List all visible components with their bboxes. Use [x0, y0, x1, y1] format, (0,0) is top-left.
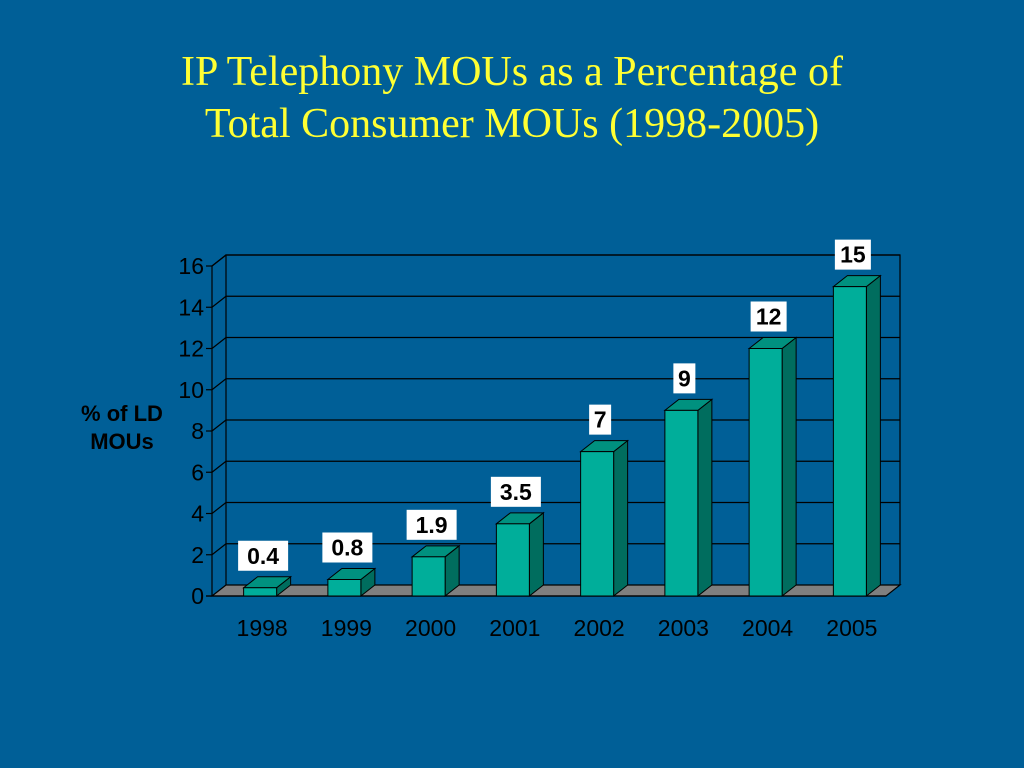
gridline [211, 254, 900, 267]
bar-side [781, 336, 797, 598]
y-axis-label-line-2: MOUs [90, 429, 154, 454]
data-label: 7 [589, 404, 612, 435]
bar-front [411, 556, 446, 597]
y-axis-label-line-1: % of LD [81, 401, 163, 426]
chart-floor [210, 584, 902, 597]
bar [326, 567, 377, 598]
data-label-text: 1.9 [416, 512, 448, 538]
data-label-text: 3.5 [500, 479, 532, 505]
bar [663, 398, 714, 598]
gridline [211, 336, 900, 349]
gridline [211, 501, 900, 514]
data-label: 3.5 [490, 476, 541, 507]
y-axis-label: % of LD MOUs [58, 400, 186, 456]
data-label: 12 [750, 301, 787, 332]
x-tick-label: 1999 [321, 615, 372, 641]
bar-front [243, 587, 278, 597]
y-tick-label: 16 [178, 253, 204, 279]
bar [242, 575, 293, 598]
bar [579, 439, 630, 598]
data-label-text: 0.8 [331, 535, 363, 561]
bar-front [748, 348, 783, 597]
data-label-box [834, 239, 871, 270]
data-label-box [238, 540, 289, 571]
data-label-box [673, 363, 696, 394]
gridline [211, 378, 900, 391]
y-tick-label: 10 [178, 377, 204, 403]
x-tick-label: 2002 [574, 615, 625, 641]
x-tick-label: 2001 [489, 615, 540, 641]
data-label: 0.8 [322, 532, 373, 563]
x-tick-label: 2003 [658, 615, 709, 641]
bar [831, 274, 882, 598]
bar-front [327, 579, 362, 597]
data-label-text: 7 [594, 407, 607, 433]
data-label-text: 12 [756, 304, 782, 330]
y-tick-label: 12 [178, 336, 204, 362]
bar-front [495, 523, 530, 597]
bar-side [865, 274, 881, 598]
chart-title-line-1: IP Telephony MOUs as a Percentage of [181, 49, 843, 95]
data-label-text: 0.4 [247, 543, 279, 569]
y-tick-label: 14 [178, 294, 204, 320]
bar-side [613, 439, 629, 598]
y-tick-label: 4 [191, 501, 204, 527]
y-tick-labels: 0 2 4 6 8 10 12 14 16 [178, 253, 204, 609]
bar [410, 544, 461, 598]
gridline [211, 295, 900, 308]
y-tick-label: 8 [191, 418, 204, 444]
bar-front [664, 409, 699, 597]
data-label: 0.4 [238, 540, 289, 571]
x-tick-label: 2004 [742, 615, 793, 641]
bar-side [697, 398, 713, 598]
x-tick-label: 2005 [826, 615, 877, 641]
gridline [211, 460, 900, 473]
y-tick-label: 6 [191, 459, 204, 485]
data-label-text: 9 [678, 365, 691, 391]
chart-title-line-2: Total Consumer MOUs (1998-2005) [204, 101, 820, 147]
bar-front [580, 451, 615, 597]
bar [747, 336, 798, 598]
bar-front [832, 286, 867, 597]
data-label-text: 15 [840, 242, 866, 268]
bar [494, 511, 545, 598]
gridline [211, 419, 900, 432]
x-tick-label: 2000 [405, 615, 456, 641]
chart-title: IP Telephony MOUs as a Percentage of Tot… [0, 46, 1024, 150]
data-labels: 0.4 0.8 1.9 3.5 7 9 12 15 [238, 239, 871, 571]
data-label: 15 [834, 239, 871, 270]
floor-plane [210, 584, 902, 597]
y-tick-label: 0 [191, 583, 204, 609]
y-tick-label: 2 [191, 542, 204, 568]
data-label-box [490, 476, 541, 507]
gridline [211, 543, 900, 556]
x-tick-labels: 1998 1999 2000 2001 2002 2003 2004 2005 [237, 615, 878, 641]
data-label-box [589, 404, 612, 435]
bars [242, 274, 882, 598]
y-axis-top-connector [211, 254, 227, 267]
data-label-box [406, 509, 457, 540]
data-label: 9 [673, 363, 696, 394]
data-label-box [322, 532, 373, 563]
data-label: 1.9 [406, 509, 457, 540]
bar-side [528, 511, 544, 598]
gridlines [211, 254, 900, 556]
x-tick-label: 1998 [237, 615, 288, 641]
data-label-box [750, 301, 787, 332]
